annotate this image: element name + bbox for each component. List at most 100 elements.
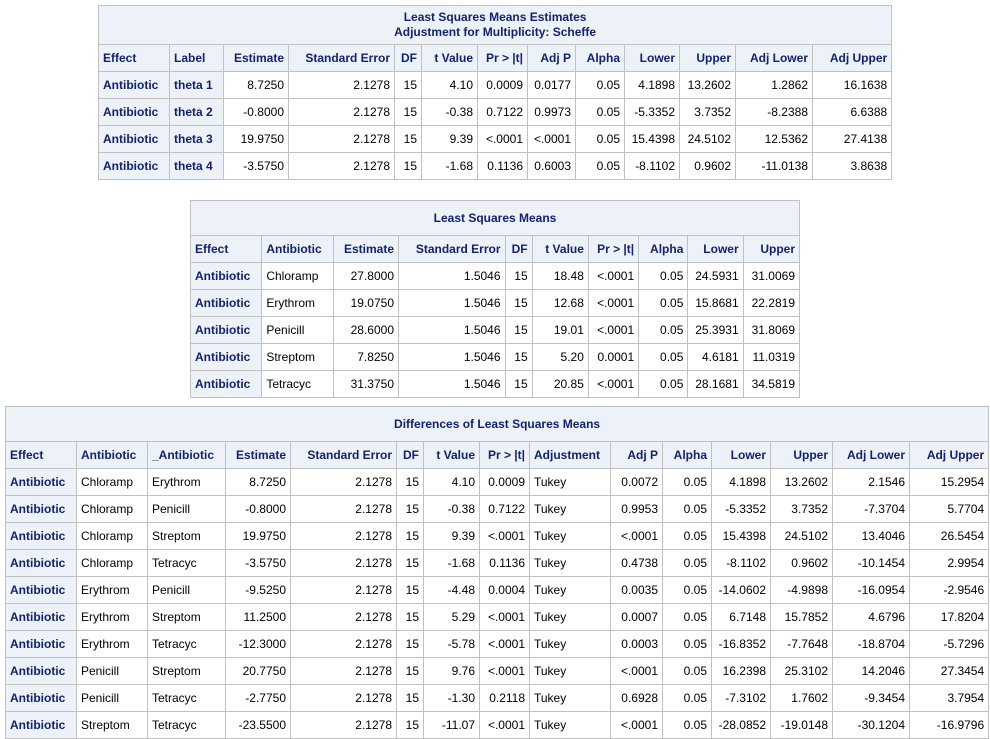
table-cell: 3.7352 [770, 495, 833, 523]
table-cell: Chloramp [76, 468, 148, 496]
row-header-cell: Antibiotic [98, 98, 170, 126]
column-header: Adj Lower [832, 441, 910, 469]
table-cell: Chloramp [76, 522, 148, 550]
column-header: t Value [423, 441, 480, 469]
table-cell: 0.05 [575, 71, 625, 99]
table-cell: Erythrom [261, 289, 334, 317]
table-cell: -8.1102 [624, 152, 680, 180]
table-cell: -8.1102 [711, 549, 771, 577]
row-header-cell: Antibiotic [98, 125, 170, 153]
column-header: Adj Lower [735, 44, 813, 72]
table-cell: 15.4398 [624, 125, 680, 153]
table-cell: Chloramp [261, 262, 334, 290]
table-cell: 0.6003 [527, 152, 576, 180]
table-cell: <.0001 [587, 262, 640, 290]
row-header-cell: Antibiotic [5, 711, 77, 739]
table-row: Antibiotic Streptom Tetracyc -23.5500 2.1278… [5, 711, 990, 739]
table-cell: 4.10 [423, 468, 480, 496]
row-header-cell: theta 2 [169, 98, 224, 126]
table-row: Antibiotic theta 4 -3.5750 2.1278 15 -1.68 0.1… [98, 152, 893, 180]
table-cell: 4.1898 [624, 71, 680, 99]
table-cell: -14.0602 [711, 576, 771, 604]
table-cell: 15 [396, 630, 424, 658]
table-cell: 0.0007 [610, 603, 663, 631]
table-cell: 15 [396, 495, 424, 523]
table-row: Antibiotic Chloramp Tetracyc -3.5750 2.1278 1… [5, 549, 990, 577]
row-header-cell: theta 3 [169, 125, 224, 153]
table-cell: 13.2602 [770, 468, 833, 496]
column-header: Lower [624, 44, 680, 72]
table-cell: 5.20 [531, 343, 589, 371]
table-cell: -2.9546 [908, 576, 990, 604]
table-cell: 3.7954 [908, 684, 990, 712]
table-cell: 2.1278 [290, 711, 397, 739]
column-header: Label [169, 44, 224, 72]
table-cell: 22.2819 [742, 289, 801, 317]
row-header-cell: Antibiotic [5, 495, 77, 523]
table-cell: 14.2046 [832, 657, 910, 685]
table-cell: 13.4046 [832, 522, 910, 550]
column-header: Upper [679, 44, 736, 72]
table-cell: 15 [504, 370, 533, 398]
table-cell: Tukey [529, 522, 611, 550]
table-cell: 26.5454 [908, 522, 990, 550]
row-header-cell: Antibiotic [5, 630, 77, 658]
table-cell: -5.7296 [908, 630, 990, 658]
table-cell: -10.1454 [832, 549, 910, 577]
table-body: Antibiotic theta 1 8.7250 2.1278 15 4.10 0.000… [98, 71, 893, 180]
table-cell: 2.1278 [288, 152, 395, 180]
column-header: Adj Upper [811, 44, 893, 72]
table-cell: 1.5046 [398, 289, 506, 317]
column-header: t Value [531, 235, 589, 263]
column-header: Upper [770, 441, 833, 469]
table-cell: -23.5500 [225, 711, 291, 739]
table-cell: -7.3102 [711, 684, 771, 712]
table-cell: 24.5102 [770, 522, 833, 550]
table-cell: Penicill [76, 684, 148, 712]
table-cell: -5.3352 [711, 495, 771, 523]
table-row: Antibiotic theta 2 -0.8000 2.1278 15 -0.38 0.7… [98, 98, 893, 126]
table-cell: 2.1278 [288, 98, 395, 126]
table-cell: Chloramp [76, 495, 148, 523]
table-cell: 19.9750 [225, 522, 291, 550]
table-cell: -1.68 [423, 549, 480, 577]
table-cell: 2.1278 [290, 630, 397, 658]
table-cell: 0.6928 [610, 684, 663, 712]
table-cell: 15.4398 [711, 522, 771, 550]
column-header: Alpha [638, 235, 689, 263]
table-cell: 11.0319 [742, 343, 801, 371]
table-cell: 0.7122 [477, 98, 528, 126]
column-header: t Value [421, 44, 478, 72]
table-cell: 25.3102 [770, 657, 833, 685]
table-row: Antibiotic Erythrom Tetracyc -12.3000 2.1278… [5, 630, 990, 658]
table-cell: 0.9602 [770, 549, 833, 577]
table-row: Antibiotic Penicill Tetracyc -2.7750 2.1278 1… [5, 684, 990, 712]
column-header: Upper [742, 235, 801, 263]
table-cell: -16.0954 [832, 576, 910, 604]
table-cell: <.0001 [479, 630, 530, 658]
table-cell: -5.78 [423, 630, 480, 658]
table-row: Antibiotic theta 3 19.9750 2.1278 15 9.39 <.00… [98, 125, 893, 153]
table-cell: 13.2602 [679, 71, 736, 99]
column-header: _Antibiotic [147, 441, 226, 469]
table-cell: 27.8000 [332, 262, 400, 290]
table-cell: Streptom [76, 711, 148, 739]
table-cell: <.0001 [477, 125, 528, 153]
table-cell: Tetracyc [147, 549, 226, 577]
column-header: Adj P [527, 44, 576, 72]
table-cell: 15 [396, 522, 424, 550]
table-cell: -9.5250 [225, 576, 291, 604]
table-cell: -1.30 [423, 684, 480, 712]
table-cell: 0.0009 [479, 468, 530, 496]
table-cell: Penicill [261, 316, 334, 344]
table-cell: 0.05 [662, 495, 712, 523]
table-cell: 15 [504, 262, 533, 290]
table-cell: 0.0177 [527, 71, 576, 99]
table-cell: 0.05 [662, 522, 712, 550]
title-line: Least Squares Means Estimates [403, 10, 587, 24]
table-row: Antibiotic Tetracyc 31.3750 1.5046 15 20.85 <.… [189, 370, 801, 398]
table-cell: 2.1278 [290, 684, 397, 712]
table-cell: -7.3704 [832, 495, 910, 523]
table-cell: 31.0069 [742, 262, 801, 290]
table-cell: -11.0138 [735, 152, 813, 180]
